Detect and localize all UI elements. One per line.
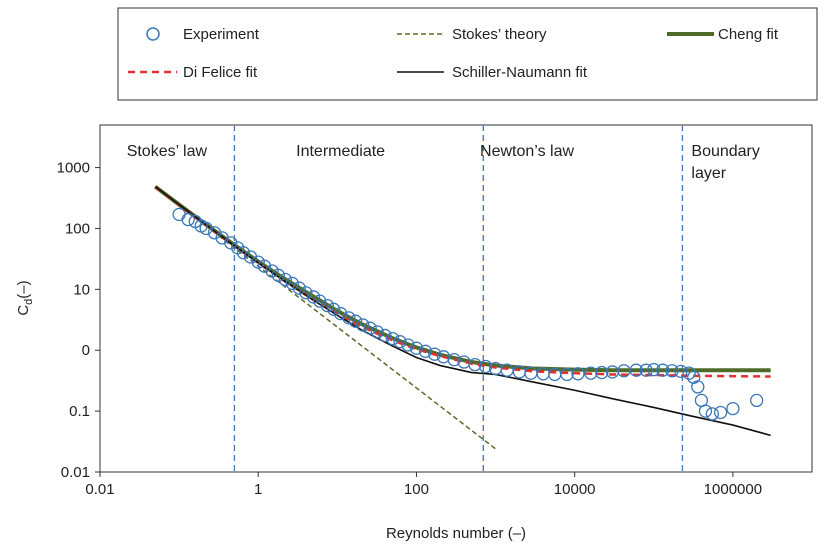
y-axis-title-subscript: d — [23, 299, 35, 305]
region-boundaries — [233, 125, 684, 472]
legend: Experiment Stokes’ theory Cheng fit Di F… — [117, 7, 818, 101]
data-point-66 — [713, 405, 728, 420]
data-point-58 — [665, 364, 679, 378]
data-point-55 — [639, 363, 653, 377]
data-point-29 — [370, 325, 384, 339]
data-point-35 — [418, 344, 433, 358]
data-point-65 — [705, 407, 719, 421]
y-tick-label-1000: 1000 — [57, 160, 90, 177]
plot-area — [99, 124, 813, 473]
series-experiment — [172, 207, 764, 421]
x-tick-label-1000000: 1000000 — [704, 481, 762, 498]
data-point-54 — [629, 363, 643, 377]
data-point-30 — [378, 328, 392, 343]
region-label-boundary-layer-line-1: Boundary — [691, 143, 760, 160]
data-point-26 — [348, 314, 363, 328]
x-tick-label-100: 100 — [404, 481, 429, 498]
series-layer — [154, 185, 771, 450]
legend-label-stokes-theory: Stokes’ theory — [452, 26, 547, 43]
region-label-newton-s-law: Newton’s law — [480, 143, 574, 160]
legend-label-cheng-fit: Cheng fit — [718, 26, 779, 43]
y-tick-label-0-1: 0.1 — [69, 403, 90, 420]
data-point-19 — [299, 286, 313, 300]
data-point-40 — [468, 357, 482, 372]
data-point-21 — [313, 294, 327, 308]
data-point-68 — [750, 393, 764, 408]
data-point-25 — [342, 311, 356, 325]
y-tick-label-0-01: 0.01 — [61, 464, 90, 481]
region-label-stokes-law: Stokes’ law — [127, 143, 208, 160]
y-tick-label-0: 0 — [82, 342, 90, 359]
legend-marker-experiment — [146, 27, 160, 41]
y-axis-title-suffix: (–) — [15, 280, 32, 298]
x-tick-label-0-01: 0.01 — [85, 481, 114, 498]
data-point-51 — [595, 365, 609, 380]
data-point-18 — [292, 281, 306, 295]
data-point-27 — [356, 318, 370, 332]
data-point-67 — [726, 401, 740, 416]
region-label-intermediate: Intermediate — [296, 143, 385, 160]
data-point-10 — [236, 246, 251, 260]
data-point-57 — [656, 363, 670, 377]
legend-item-stokes-theory: Stokes’ theory — [397, 26, 547, 43]
x-axis-title: Reynolds number (–) — [386, 525, 526, 542]
region-label-boundary-layer-line-2: layer — [691, 165, 726, 182]
data-point-50 — [584, 366, 598, 380]
data-point-31 — [385, 331, 400, 346]
data-point-16 — [278, 272, 292, 287]
data-point-17 — [285, 276, 300, 291]
legend-label-di-felice-fit: Di Felice fit — [183, 64, 258, 81]
data-point-41 — [479, 359, 493, 374]
data-point-22 — [320, 298, 335, 313]
data-point-59 — [674, 364, 688, 378]
data-point-32 — [393, 335, 407, 349]
legend-item-di-felice-fit: Di Felice fit — [128, 64, 258, 81]
axes: 0.01 1 100 10000 1000000 0.01 0.1 0 10 100 1000 — [57, 160, 762, 498]
data-point-8 — [224, 236, 238, 250]
data-point-15 — [271, 268, 286, 282]
data-point-5 — [199, 221, 213, 236]
data-point-64 — [698, 404, 713, 418]
legend-item-experiment: Experiment — [146, 26, 260, 43]
data-point-13 — [257, 259, 272, 273]
x-tick-label-10000: 10000 — [554, 481, 596, 498]
legend-label-experiment: Experiment — [183, 26, 260, 43]
x-tick-label-1: 1 — [254, 481, 262, 498]
y-tick-label-100: 100 — [65, 220, 90, 237]
data-point-28 — [363, 321, 377, 335]
y-tick-label-10: 10 — [73, 281, 90, 298]
y-axis-title-main: C — [15, 305, 32, 316]
data-point-60 — [682, 366, 696, 380]
legend-item-schiller-naumann-fit: Schiller-Naumann fit — [397, 64, 588, 81]
data-point-38 — [447, 353, 461, 367]
data-point-23 — [327, 302, 341, 316]
legend-item-cheng-fit: Cheng fit — [667, 26, 779, 43]
data-point-36 — [428, 347, 442, 361]
region-labels: Stokes’ law Intermediate Newton’s law Bound… — [127, 143, 760, 182]
legend-box — [117, 7, 818, 101]
data-point-2 — [181, 212, 195, 227]
data-point-34 — [409, 341, 424, 355]
data-point-56 — [647, 362, 661, 377]
data-point-62 — [691, 380, 705, 394]
data-point-48 — [560, 367, 574, 382]
data-point-33 — [401, 338, 415, 352]
y-axis-title: Cd(–) — [15, 280, 35, 315]
data-point-49 — [571, 367, 585, 381]
legend-label-schiller-naumann-fit: Schiller-Naumann fit — [452, 64, 588, 81]
data-point-24 — [333, 306, 348, 321]
